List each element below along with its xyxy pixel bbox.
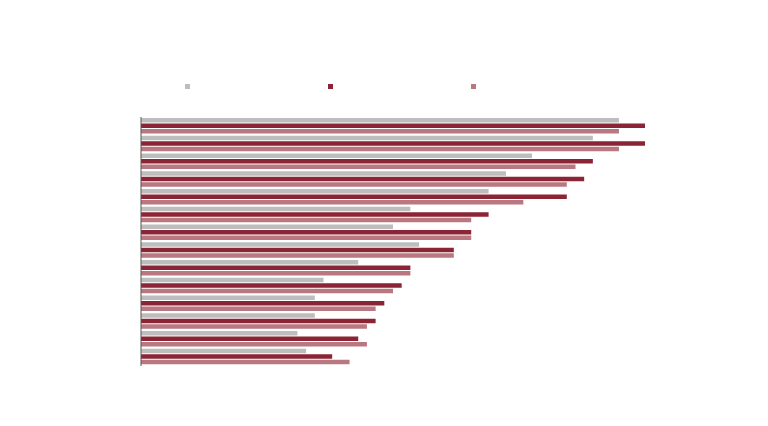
bar xyxy=(141,242,420,247)
bar xyxy=(141,253,454,258)
bar xyxy=(141,247,454,253)
bar-group xyxy=(141,189,567,205)
legend-item xyxy=(185,84,190,89)
bar xyxy=(141,283,402,288)
bar xyxy=(141,206,411,212)
bar xyxy=(141,324,367,329)
bar xyxy=(141,194,567,199)
bar xyxy=(141,118,619,123)
bar xyxy=(141,342,367,347)
bar xyxy=(141,159,593,164)
bar-group xyxy=(141,260,411,276)
legend-swatch xyxy=(328,84,333,89)
bar-group xyxy=(141,135,645,152)
bar xyxy=(141,336,359,341)
bar xyxy=(141,224,393,229)
legend-swatch xyxy=(185,84,190,89)
bar-group xyxy=(141,206,489,223)
bar xyxy=(141,171,506,176)
bar-group xyxy=(141,171,585,187)
bar xyxy=(141,277,324,283)
bar-group xyxy=(141,277,402,294)
bar xyxy=(141,123,645,128)
legend-item xyxy=(328,84,333,89)
bar xyxy=(141,354,333,359)
bar xyxy=(141,141,645,146)
bar xyxy=(141,318,376,324)
bar xyxy=(141,301,385,306)
bar xyxy=(141,313,315,318)
bar xyxy=(141,348,307,354)
bar xyxy=(141,265,411,270)
bar xyxy=(141,135,593,141)
legend-swatch xyxy=(471,84,476,89)
bar xyxy=(141,260,359,265)
bar-group xyxy=(141,295,385,311)
bar xyxy=(141,182,567,187)
bar xyxy=(141,217,472,223)
bar-group xyxy=(141,118,645,134)
bar xyxy=(141,235,472,240)
bar xyxy=(141,164,576,169)
bar-group xyxy=(141,313,376,329)
legend xyxy=(185,84,476,89)
bar-group xyxy=(141,224,472,240)
bar xyxy=(141,189,489,194)
bar-group xyxy=(141,348,350,365)
bar xyxy=(141,212,489,217)
bar xyxy=(141,230,472,235)
bar-group xyxy=(141,153,593,169)
bar xyxy=(141,288,393,294)
bar xyxy=(141,129,619,134)
bar xyxy=(141,331,298,336)
bar xyxy=(141,295,315,300)
bar-group xyxy=(141,242,454,258)
bar xyxy=(141,146,619,152)
bar xyxy=(141,306,376,311)
bar xyxy=(141,359,350,365)
bar xyxy=(141,153,533,158)
bar-group xyxy=(141,331,367,347)
legend-item xyxy=(471,84,476,89)
bar xyxy=(141,271,411,276)
bar xyxy=(141,200,524,205)
bar xyxy=(141,176,585,182)
bars xyxy=(141,118,645,365)
